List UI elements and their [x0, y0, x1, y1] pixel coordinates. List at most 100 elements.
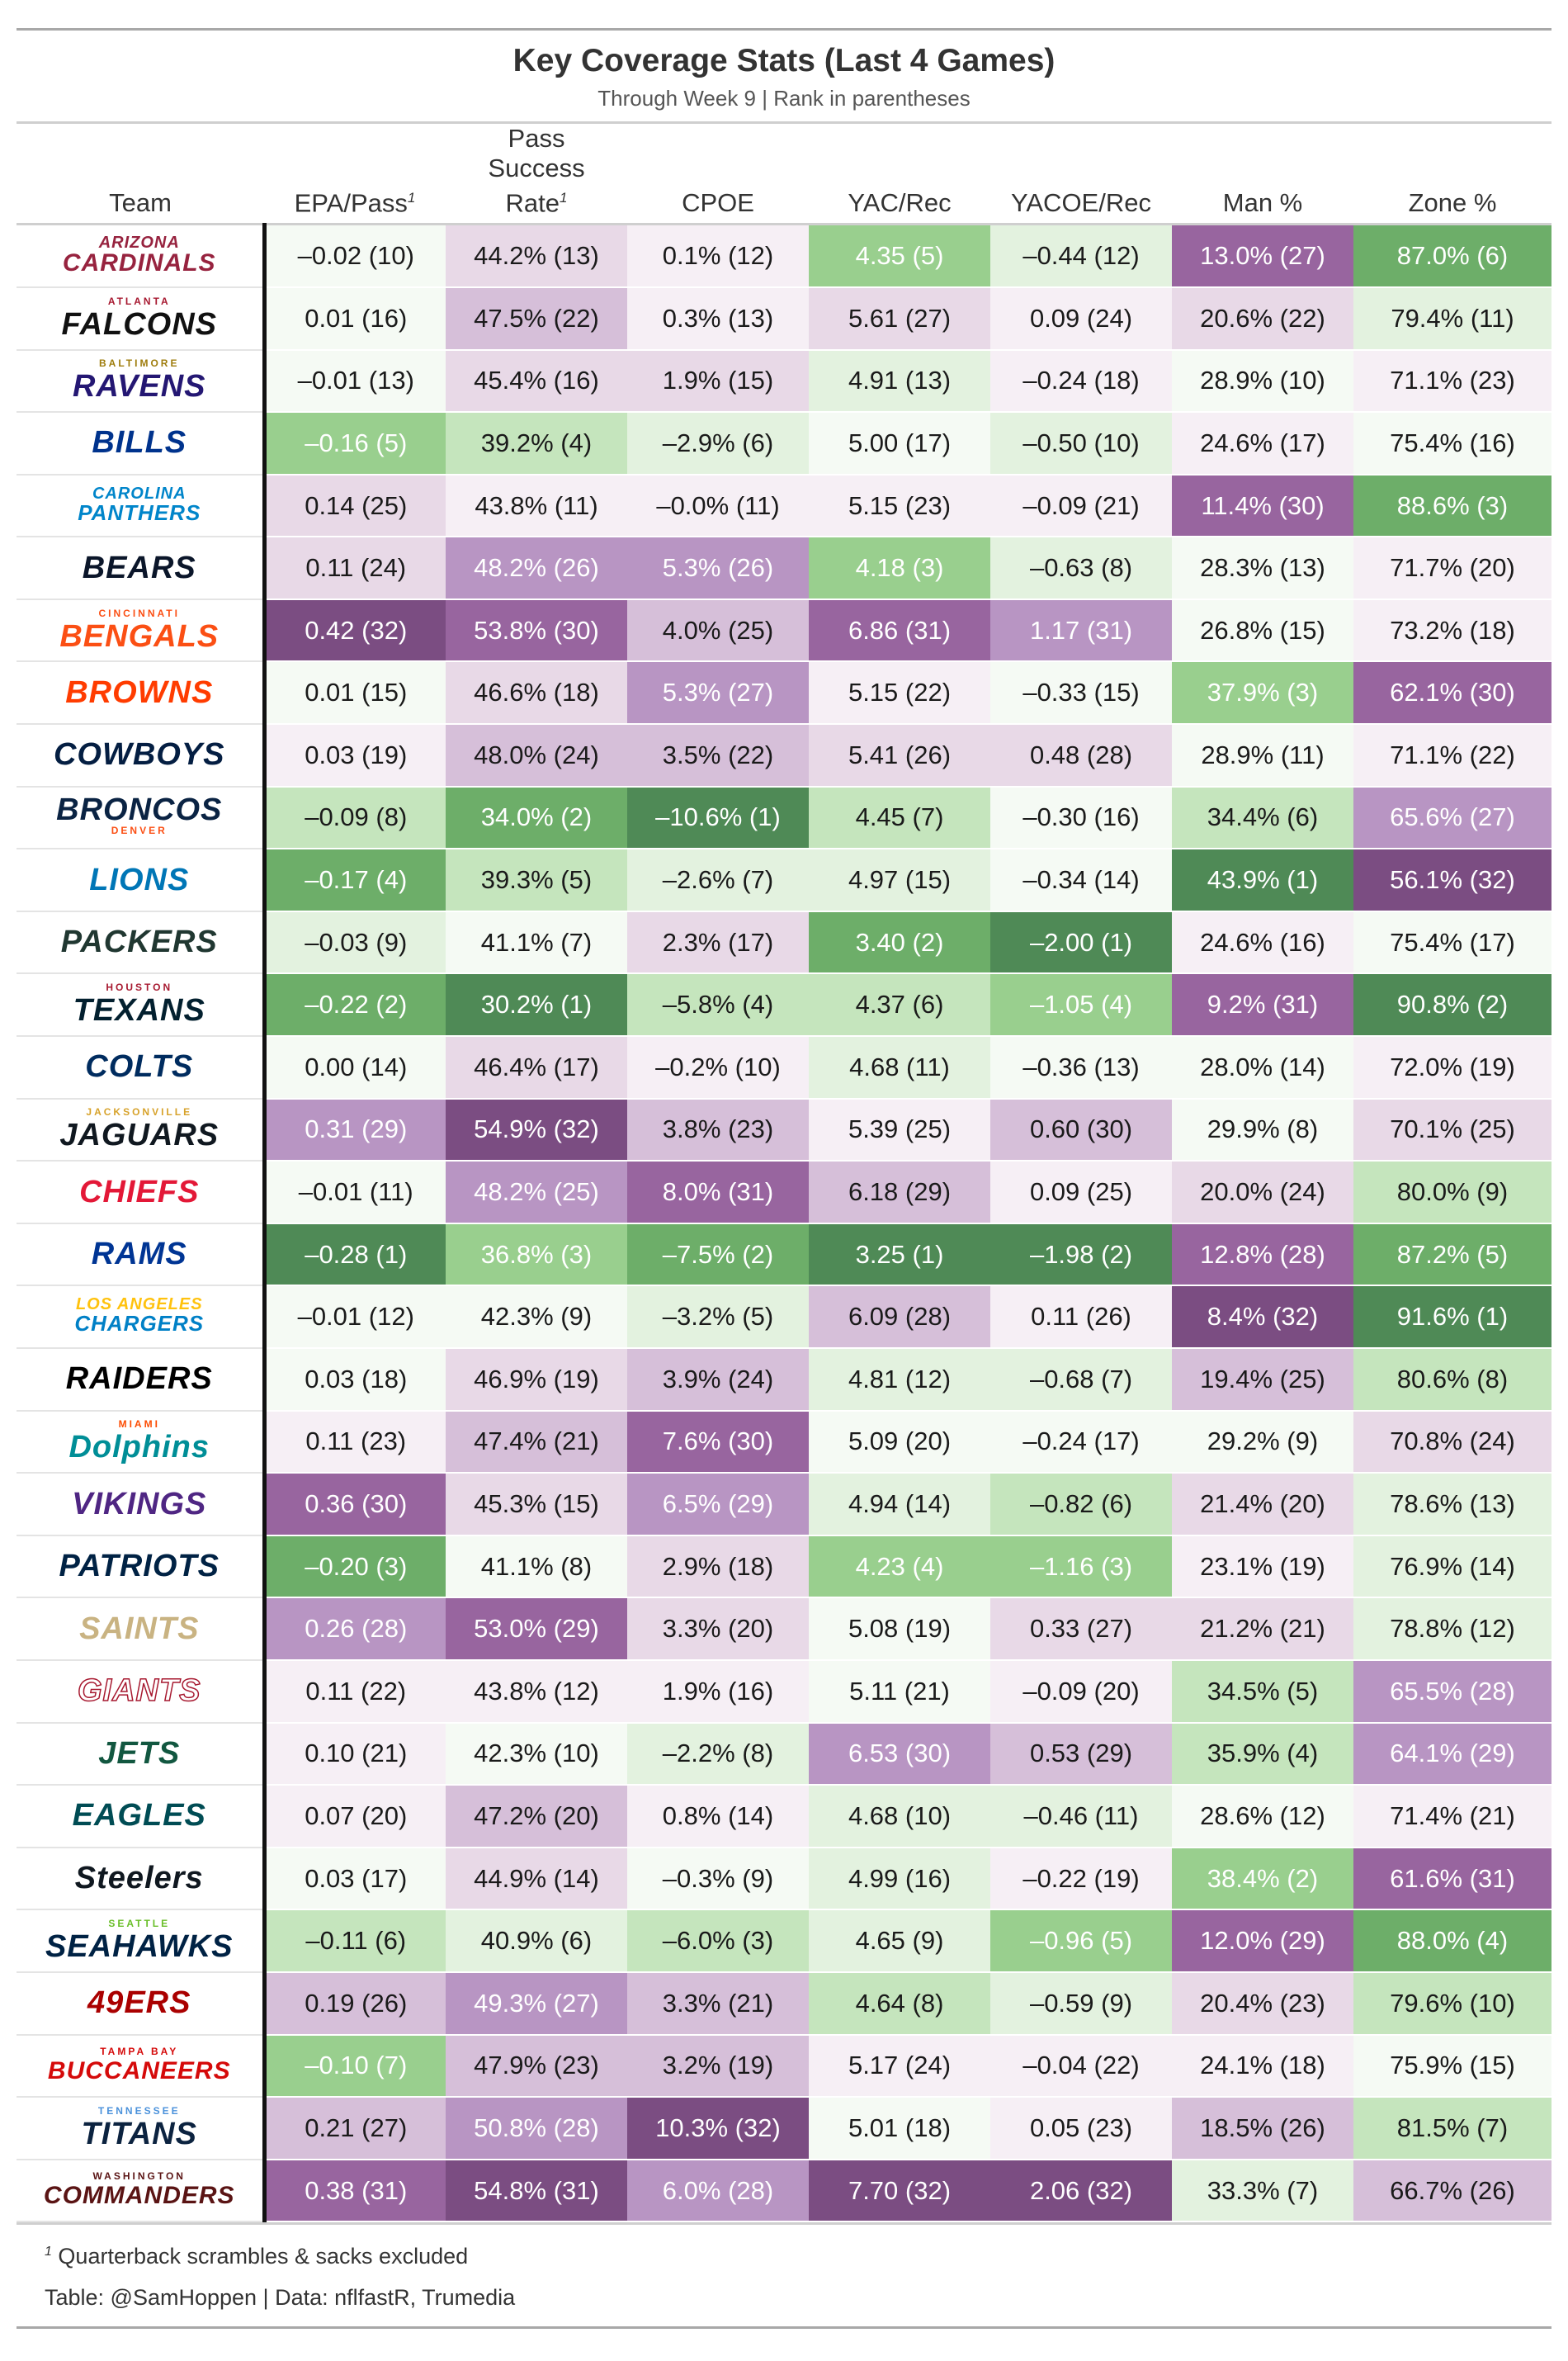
column-header-2: Pass Success Rate1 [446, 124, 627, 226]
team-logo-wordmark: VIKINGS [72, 1486, 207, 1521]
stat-cell-zone-: 65.5% (28) [1353, 1659, 1551, 1724]
table-row: COWBOYS 0.03 (19) 48.0% (24) 3.5% (22) 5.41 … [17, 724, 1551, 788]
team-logo-small-text: TENNESSEE [97, 2104, 181, 2117]
stat-cell-cpoe: 3.2% (19) [627, 2034, 809, 2098]
stat-cell-yacoe-rec: –1.98 (2) [990, 1223, 1172, 1287]
team-logo: COWBOYS [54, 739, 225, 770]
stat-cell-yacoe-rec: –0.09 (21) [990, 474, 1172, 538]
stat-cell-pass-success-rate: 47.9% (23) [446, 2034, 627, 2098]
stat-cell-zone-: 91.6% (1) [1353, 1285, 1551, 1350]
table-title: Key Coverage Stats (Last 4 Games) [512, 43, 1056, 78]
stat-cell-pass-success-rate: 41.1% (8) [446, 1535, 627, 1599]
stat-cell-yacoe-rec: –1.05 (4) [990, 973, 1172, 1038]
stat-cell-cpoe: 2.3% (17) [627, 911, 809, 975]
table-row: ARIZONA CARDINALS –0.02 (10) 44.2% (13) 0.1%… [17, 224, 1551, 288]
table-row: BALTIMORE RAVENS –0.01 (13) 45.4% (16) 1.9% … [17, 349, 1551, 414]
team-logo: SAINTS [79, 1613, 199, 1644]
stat-cell-man-: 29.9% (8) [1172, 1098, 1353, 1162]
stat-cell-yacoe-rec: 2.06 (32) [990, 2159, 1172, 2223]
team-logo-small-text: CINCINNATI [98, 607, 180, 619]
team-logo-wordmark: RAVENS [72, 369, 206, 405]
stat-cell-yacoe-rec: –0.09 (20) [990, 1659, 1172, 1724]
team-logo-wordmark: BUCCANEERS [47, 2056, 231, 2084]
stat-cell-cpoe: 3.3% (20) [627, 1597, 809, 1661]
team-logo-cell: BEARS [17, 537, 267, 600]
team-logo-cell: JETS [17, 1722, 267, 1786]
stats-table-card: Key Coverage Stats (Last 4 Games) Throug… [17, 28, 1551, 2330]
footnote: 1 Quarterback scrambles & sacks excluded [45, 2238, 1551, 2270]
team-logo: 49ERS [87, 1987, 191, 2018]
team-logo-wordmark: CHARGERS [74, 1311, 205, 1337]
stat-cell-man-: 38.4% (2) [1172, 1847, 1353, 1911]
team-logo-cell: 49ERS [17, 1971, 267, 2036]
table-header: Team EPA/Pass1 Pass Success Rate1 CPOE YAC/R… [17, 124, 1551, 226]
team-logo-small-text: MIAMI [118, 1418, 160, 1431]
team-logo-wordmark: SEAHAWKS [45, 1929, 234, 1965]
stat-cell-cpoe: 6.5% (29) [627, 1473, 809, 1536]
stat-cell-man-: 21.4% (20) [1172, 1473, 1353, 1536]
stat-cell-epa-pass: –0.03 (9) [264, 911, 446, 975]
column-header-4: YAC/Rec [809, 124, 990, 226]
team-logo-small-text: ARIZONA [98, 234, 180, 253]
team-logo: VIKINGS [72, 1488, 206, 1520]
stat-cell-man-: 29.2% (9) [1172, 1410, 1353, 1474]
stat-cell-cpoe: 2.9% (18) [627, 1535, 809, 1599]
team-logo: EAGLES [73, 1800, 206, 1831]
table-row: TAMPA BAY BUCCANEERS –0.10 (7) 47.9% (23) 3.… [17, 2034, 1551, 2098]
table-row: TENNESSEE TITANS 0.21 (27) 50.8% (28) 10.3% … [17, 2097, 1551, 2160]
table-row: Steelers 0.03 (17) 44.9% (14) –0.3% (9) 4.99… [17, 1847, 1551, 1911]
stat-cell-epa-pass: 0.01 (16) [264, 286, 446, 351]
team-logo-wordmark: BILLS [92, 425, 187, 461]
team-logo: BEARS [83, 552, 196, 584]
stat-cell-man-: 43.9% (1) [1172, 849, 1353, 912]
stat-cell-pass-success-rate: 41.1% (7) [446, 911, 627, 975]
stat-cell-zone-: 88.6% (3) [1353, 474, 1551, 538]
stat-cell-cpoe: 6.0% (28) [627, 2159, 809, 2223]
stat-cell-yacoe-rec: 0.48 (28) [990, 724, 1172, 788]
stat-cell-man-: 19.4% (25) [1172, 1348, 1353, 1412]
table-row: COLTS 0.00 (14) 46.4% (17) –0.2% (10) 4.68 (… [17, 1036, 1551, 1100]
team-logo-cell: LIONS [17, 849, 267, 912]
stat-cell-pass-success-rate: 43.8% (11) [446, 474, 627, 538]
stat-cell-zone-: 90.8% (2) [1353, 973, 1551, 1038]
header-rule [17, 121, 1551, 124]
stat-cell-zone-: 88.0% (4) [1353, 1909, 1551, 1973]
team-logo-wordmark: BEARS [82, 550, 196, 585]
team-logo-wordmark: COMMANDERS [43, 2182, 235, 2210]
stat-cell-zone-: 66.7% (26) [1353, 2159, 1551, 2223]
stat-cell-cpoe: 0.8% (14) [627, 1785, 809, 1848]
team-logo-cell: COWBOYS [17, 724, 267, 788]
stat-cell-epa-pass: 0.38 (31) [264, 2159, 446, 2223]
table-row: LIONS –0.17 (4) 39.3% (5) –2.6% (7) 4.97 (15… [17, 849, 1551, 912]
stat-cell-yacoe-rec: –0.33 (15) [990, 661, 1172, 726]
stat-cell-epa-pass: –0.28 (1) [264, 1223, 446, 1287]
stat-cell-cpoe: 1.9% (15) [627, 349, 809, 414]
stat-cell-zone-: 56.1% (32) [1353, 849, 1551, 912]
column-header-footnote-marker: 1 [560, 190, 568, 206]
stat-cell-cpoe: –2.2% (8) [627, 1722, 809, 1786]
team-logo: Steelers [75, 1862, 204, 1894]
stat-cell-zone-: 78.6% (13) [1353, 1473, 1551, 1536]
team-logo-wordmark: RAMS [91, 1237, 187, 1272]
stat-cell-zone-: 76.9% (14) [1353, 1535, 1551, 1599]
team-logo: LOS ANGELES CHARGERS [74, 1296, 204, 1334]
team-logo: BRONCOS DENVER [56, 794, 222, 838]
stat-cell-epa-pass: 0.42 (32) [264, 599, 446, 663]
team-logo: BILLS [92, 427, 187, 458]
column-header-label: Man % [1222, 188, 1303, 218]
team-logo-cell: BILLS [17, 412, 267, 476]
team-logo-wordmark: TEXANS [73, 993, 205, 1029]
stat-cell-zone-: 61.6% (31) [1353, 1847, 1551, 1911]
team-logo-wordmark: BRONCOS [56, 793, 223, 828]
stat-cell-cpoe: 0.1% (12) [627, 224, 809, 288]
stat-cell-yac-rec: 4.68 (10) [809, 1785, 990, 1848]
stat-cell-cpoe: –5.8% (4) [627, 973, 809, 1038]
team-logo-cell: LOS ANGELES CHARGERS [17, 1285, 267, 1350]
stat-cell-cpoe: 8.0% (31) [627, 1161, 809, 1224]
stat-cell-epa-pass: 0.26 (28) [264, 1597, 446, 1661]
stat-cell-cpoe: 4.0% (25) [627, 599, 809, 663]
stat-cell-yacoe-rec: –0.59 (9) [990, 1971, 1172, 2036]
stat-cell-pass-success-rate: 34.0% (2) [446, 786, 627, 850]
table-row: MIAMI Dolphins 0.11 (23) 47.4% (21) 7.6% (30… [17, 1410, 1551, 1474]
column-header-label: YACOE/Rec [1011, 188, 1151, 218]
